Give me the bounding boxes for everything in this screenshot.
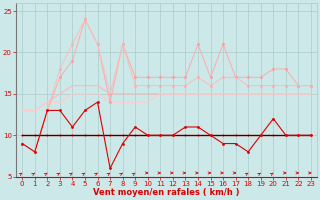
X-axis label: Vent moyen/en rafales ( km/h ): Vent moyen/en rafales ( km/h ) (93, 188, 240, 197)
